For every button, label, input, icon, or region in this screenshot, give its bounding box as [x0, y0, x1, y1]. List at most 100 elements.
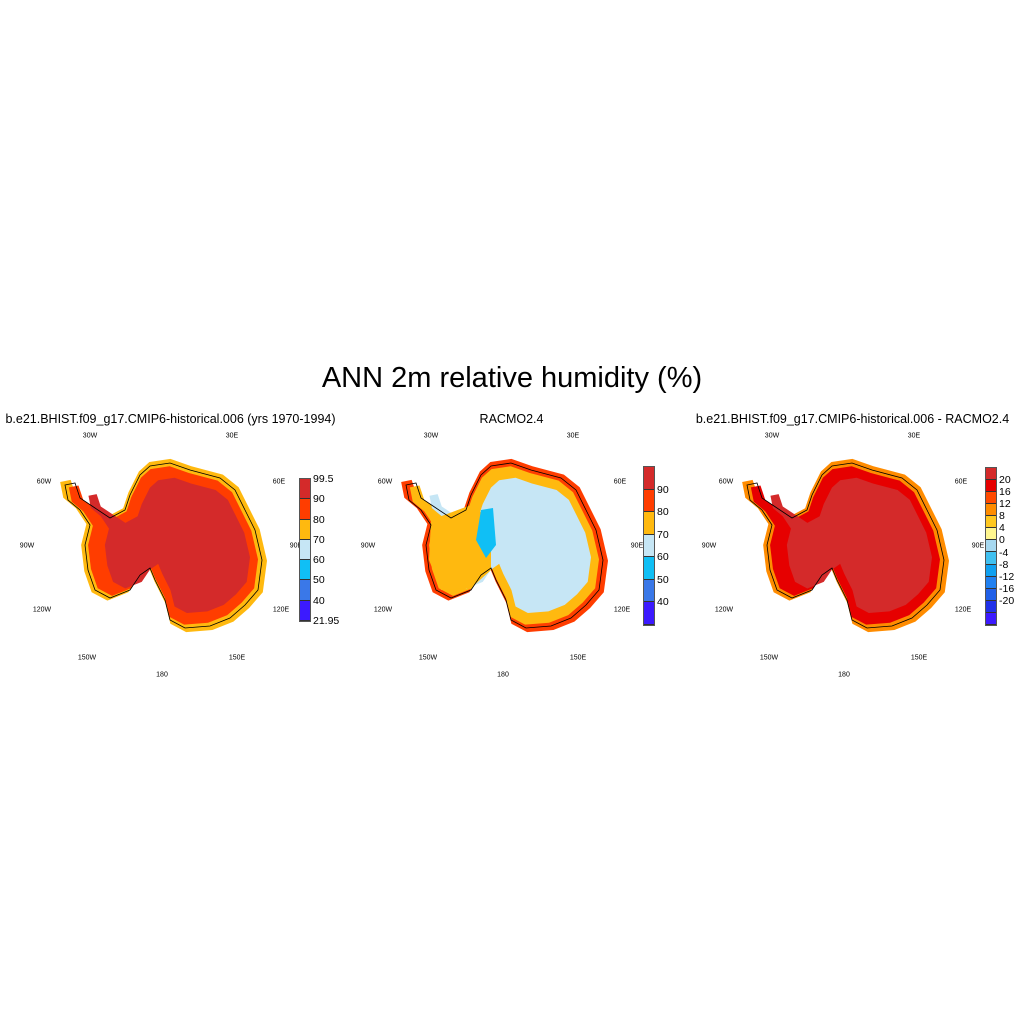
colorbar-box — [986, 492, 996, 505]
lon-label: 150W — [77, 654, 97, 662]
colorbar-box — [644, 557, 654, 580]
coastline — [746, 462, 945, 629]
lon-label: 120W — [714, 606, 734, 614]
lon-label: 90E — [630, 542, 644, 550]
colorbar-box — [300, 479, 310, 500]
lon-label: 150E — [228, 654, 246, 662]
colorbar-label: 70 — [313, 533, 325, 546]
lon-label: 150E — [910, 654, 928, 662]
main-title: ANN 2m relative humidity (%) — [321, 362, 703, 394]
colorbar-box — [986, 528, 996, 541]
colorbar-label: 40 — [657, 596, 669, 609]
lon-label: 60W — [718, 478, 734, 486]
lon-label: 30E — [225, 432, 239, 440]
colorbar-box — [986, 600, 996, 613]
colorbar — [643, 466, 655, 626]
lon-label: 120W — [373, 606, 393, 614]
colorbar — [299, 478, 311, 622]
map-panel-1: b.e21.BHIST.f09_g17.CMIP6-historical.006… — [0, 405, 341, 695]
colorbar-label: 80 — [657, 506, 669, 519]
colorbar-label: -20 — [999, 594, 1015, 607]
colorbar-box — [986, 480, 996, 493]
colorbar-box — [300, 519, 310, 540]
colorbar-box — [644, 489, 654, 513]
colorbar-label: -12 — [999, 570, 1015, 583]
colorbar-label: 50 — [313, 574, 325, 587]
colorbar-box — [300, 499, 310, 520]
colorbar-box — [986, 552, 996, 565]
lon-label: 180 — [156, 671, 168, 679]
colorbar-label: 50 — [657, 573, 669, 586]
panel-title: b.e21.BHIST.f09_g17.CMIP6-historical.006… — [5, 412, 336, 426]
colorbar-box — [986, 588, 996, 601]
colorbar-label: 21.95 — [313, 615, 340, 627]
colorbar-label: 8 — [999, 510, 1005, 523]
map-panel-2: RACMO2.4 30W 30E 60W 60E 90W 90E 120W 120E 150W 15… — [341, 405, 682, 695]
lon-label: 30W — [423, 432, 439, 440]
lon-label: 30E — [907, 432, 921, 440]
colorbar-label: 99.5 — [313, 473, 334, 485]
lon-label: 90W — [360, 542, 376, 550]
colorbar-box — [986, 612, 996, 625]
lon-label: 60E — [272, 478, 286, 486]
colorbar-label: -4 — [999, 546, 1009, 559]
interior-zone — [770, 477, 932, 614]
lon-label: 30W — [82, 432, 98, 440]
colorbar-label: 20 — [999, 474, 1011, 487]
lon-label: 180 — [838, 671, 850, 679]
lon-label: 180 — [497, 671, 509, 679]
lon-label: 60W — [36, 478, 52, 486]
colorbar-box — [300, 539, 310, 561]
colorbar-label: 60 — [657, 551, 669, 564]
lon-label: 90E — [289, 542, 303, 550]
colorbar-box — [986, 468, 996, 481]
colorbar-box — [300, 600, 310, 621]
lon-label: 120E — [613, 606, 631, 614]
colorbar-box — [986, 504, 996, 517]
colorbar-label: 60 — [313, 554, 325, 567]
lon-label: 90W — [19, 542, 35, 550]
map-panel-3: b.e21.BHIST.f09_g17.CMIP6-historical.006… — [682, 405, 1023, 695]
colorbar-box — [300, 560, 310, 581]
colorbar-box — [644, 534, 654, 558]
colorbar-label: 4 — [999, 522, 1005, 535]
lon-label: 30W — [764, 432, 780, 440]
colorbar-label: -8 — [999, 558, 1009, 571]
coastline — [64, 462, 263, 629]
colorbar-label: 12 — [999, 498, 1011, 511]
interior-low-zone — [476, 508, 496, 558]
colorbar-box — [986, 576, 996, 589]
colorbar-box — [300, 580, 310, 601]
lon-label: 120E — [954, 606, 972, 614]
lon-label: 60E — [954, 478, 968, 486]
west-antarctica-zone — [429, 505, 491, 590]
colorbar-label: 16 — [999, 486, 1011, 499]
lon-label: 120W — [32, 606, 52, 614]
colorbar-box — [644, 602, 654, 625]
panel-title: RACMO2.4 — [479, 412, 544, 426]
antarctica-map — [60, 458, 267, 633]
lon-label: 120E — [272, 606, 290, 614]
colorbar-label: 90 — [313, 493, 325, 506]
colorbar — [985, 467, 997, 626]
colorbar-label: 70 — [657, 528, 669, 541]
colorbar-label: 40 — [313, 594, 325, 607]
lon-label: 60W — [377, 478, 393, 486]
colorbar-box — [986, 540, 996, 553]
colorbar-box — [986, 516, 996, 529]
colorbar-box — [986, 564, 996, 577]
lon-label: 90E — [971, 542, 985, 550]
colorbar-label: 90 — [657, 483, 669, 496]
lon-label: 30E — [566, 432, 580, 440]
colorbar-box — [644, 512, 654, 535]
colorbar-box — [644, 467, 654, 490]
colorbar-label: 80 — [313, 513, 325, 526]
lon-label: 150W — [418, 654, 438, 662]
lon-label: 150W — [759, 654, 779, 662]
lon-label: 90W — [701, 542, 717, 550]
colorbar-label: -16 — [999, 582, 1015, 595]
panel-title: b.e21.BHIST.f09_g17.CMIP6-historical.006… — [695, 412, 1010, 426]
lon-label: 150E — [569, 654, 587, 662]
colorbar-label: 0 — [999, 534, 1005, 547]
